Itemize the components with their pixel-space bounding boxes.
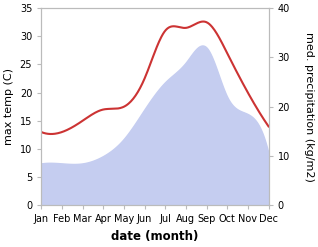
Y-axis label: med. precipitation (kg/m2): med. precipitation (kg/m2) xyxy=(304,32,314,182)
X-axis label: date (month): date (month) xyxy=(111,230,198,243)
Y-axis label: max temp (C): max temp (C) xyxy=(4,68,14,145)
